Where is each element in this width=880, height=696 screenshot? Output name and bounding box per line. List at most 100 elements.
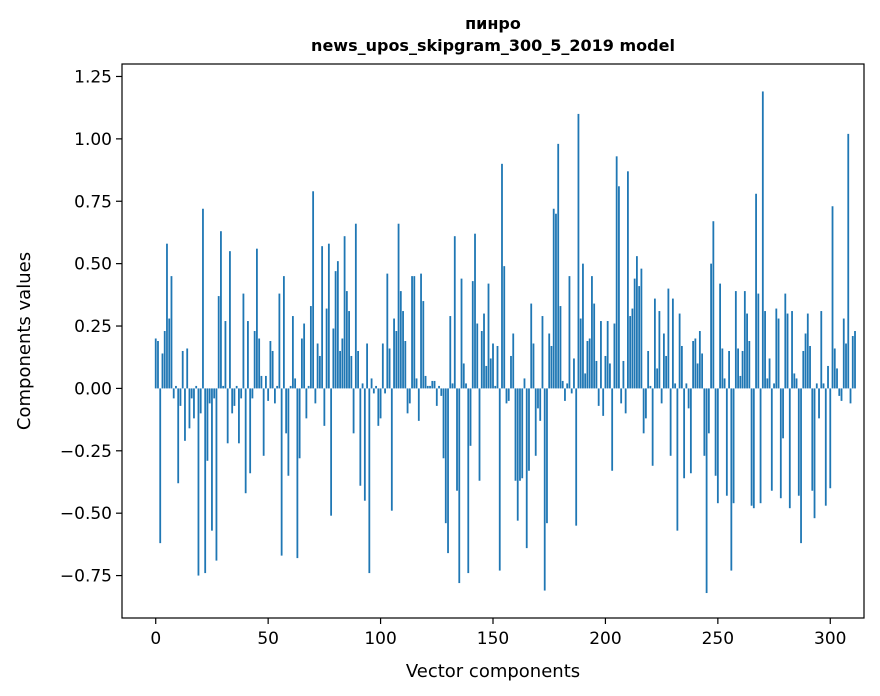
bar-254 xyxy=(725,388,728,496)
bar-12 xyxy=(181,350,184,389)
bar-190 xyxy=(582,263,584,389)
bar-112 xyxy=(406,388,409,414)
bar-259 xyxy=(737,348,739,389)
bar-76 xyxy=(325,308,328,389)
bar-64 xyxy=(298,388,301,459)
bar-108 xyxy=(397,223,400,389)
bar-111 xyxy=(404,341,407,389)
bar-11 xyxy=(179,388,182,406)
bar-52 xyxy=(271,350,274,389)
bar-166 xyxy=(528,388,530,471)
bar-215 xyxy=(638,286,641,389)
bar-80 xyxy=(334,271,337,389)
bar-207 xyxy=(620,388,623,404)
bar-47 xyxy=(260,375,263,389)
bar-159 xyxy=(512,333,515,389)
bar-144 xyxy=(478,388,481,481)
bar-177 xyxy=(552,208,555,389)
bar-4 xyxy=(163,331,166,389)
bar-84 xyxy=(343,236,346,389)
bar-21 xyxy=(202,208,204,389)
bar-232 xyxy=(676,388,679,531)
bar-199 xyxy=(602,388,605,416)
bar-306 xyxy=(842,318,845,389)
x-tick-label-250: 250 xyxy=(702,629,734,649)
bar-66 xyxy=(303,323,306,389)
bar-170 xyxy=(537,388,539,409)
bar-60 xyxy=(289,385,292,389)
bar-25 xyxy=(211,388,213,531)
bar-155 xyxy=(503,266,506,389)
bar-73 xyxy=(318,355,321,389)
bar-256 xyxy=(730,388,733,571)
bar-100 xyxy=(379,388,382,419)
bar-114 xyxy=(411,276,413,389)
bar-115 xyxy=(413,276,416,389)
bar-230 xyxy=(671,298,674,389)
bar-24 xyxy=(208,388,211,404)
bar-149 xyxy=(489,358,492,389)
y-axis: −0.75 −0.50 −0.25 0.00 0.25 0.50 0.75 1.00 1.25 xyxy=(60,67,122,587)
bar-220 xyxy=(649,385,652,389)
bar-173 xyxy=(543,388,546,591)
bar-34 xyxy=(231,388,234,414)
bar-13 xyxy=(184,388,186,441)
bar-10 xyxy=(177,388,180,484)
bar-63 xyxy=(296,388,299,559)
bar-81 xyxy=(336,261,339,389)
bar-145 xyxy=(480,331,483,389)
bar-6 xyxy=(168,318,171,389)
bar-0 xyxy=(154,338,157,389)
bar-210 xyxy=(627,171,629,389)
bar-147 xyxy=(485,365,488,389)
y-axis-label: Components values xyxy=(14,252,35,430)
y-tick-label-1: −0.50 xyxy=(60,504,112,524)
bar-3 xyxy=(161,353,164,389)
bar-18 xyxy=(195,385,198,389)
bar-20 xyxy=(199,388,202,414)
bar-51 xyxy=(269,341,272,389)
bar-49 xyxy=(265,375,267,389)
bar-169 xyxy=(534,388,537,456)
bar-260 xyxy=(739,375,742,389)
bar-1 xyxy=(157,341,159,389)
bar-204 xyxy=(613,323,616,389)
bar-205 xyxy=(615,156,618,389)
bar-113 xyxy=(408,388,411,404)
y-tick-label-6: 0.75 xyxy=(74,192,112,212)
bar-307 xyxy=(845,343,847,389)
x-tick-label-150: 150 xyxy=(477,629,509,649)
bar-250 xyxy=(716,388,719,504)
bar-203 xyxy=(611,388,614,471)
bar-28 xyxy=(217,296,220,389)
chart-title-line1: пинро xyxy=(465,14,521,33)
bar-121 xyxy=(426,385,429,389)
bar-192 xyxy=(586,341,589,389)
bar-158 xyxy=(510,355,512,389)
bar-101 xyxy=(381,343,384,389)
bar-8 xyxy=(172,388,175,399)
bar-92 xyxy=(361,383,364,389)
bar-124 xyxy=(433,380,436,389)
bar-187 xyxy=(575,388,578,526)
bar-197 xyxy=(597,388,600,406)
bar-54 xyxy=(276,385,279,389)
bar-15 xyxy=(188,388,191,429)
bar-294 xyxy=(815,383,818,389)
bar-45 xyxy=(256,248,258,389)
bar-293 xyxy=(813,388,816,519)
bar-148 xyxy=(487,283,490,389)
bar-261 xyxy=(741,350,744,389)
bar-86 xyxy=(348,311,350,389)
bar-37 xyxy=(238,388,240,444)
bar-85 xyxy=(345,291,348,389)
bar-104 xyxy=(388,348,391,389)
bar-214 xyxy=(636,256,638,389)
bar-168 xyxy=(532,343,535,389)
bar-160 xyxy=(514,388,517,481)
y-tick-label-2: −0.25 xyxy=(60,442,112,462)
bar-88 xyxy=(352,388,355,434)
bar-107 xyxy=(395,331,398,389)
bar-16 xyxy=(190,388,193,399)
